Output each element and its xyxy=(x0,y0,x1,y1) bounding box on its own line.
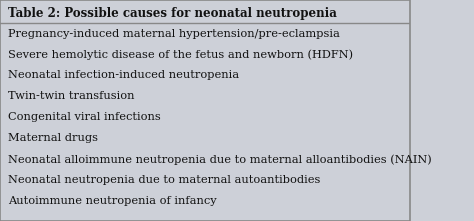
Text: Neonatal infection-induced neutropenia: Neonatal infection-induced neutropenia xyxy=(8,70,239,80)
Text: Twin-twin transfusion: Twin-twin transfusion xyxy=(8,91,135,101)
Text: Table 2: Possible causes for neonatal neutropenia: Table 2: Possible causes for neonatal ne… xyxy=(8,7,337,20)
Text: Congenital viral infections: Congenital viral infections xyxy=(8,112,161,122)
FancyBboxPatch shape xyxy=(0,0,410,221)
Text: Neonatal neutropenia due to maternal autoantibodies: Neonatal neutropenia due to maternal aut… xyxy=(8,175,320,185)
Text: Autoimmune neutropenia of infancy: Autoimmune neutropenia of infancy xyxy=(8,196,217,206)
Text: Pregnancy-induced maternal hypertension/pre-eclampsia: Pregnancy-induced maternal hypertension/… xyxy=(8,29,340,39)
Text: Maternal drugs: Maternal drugs xyxy=(8,133,98,143)
Text: Neonatal alloimmune neutropenia due to maternal alloantibodies (NAIN): Neonatal alloimmune neutropenia due to m… xyxy=(8,154,432,164)
Text: Severe hemolytic disease of the fetus and newborn (HDFN): Severe hemolytic disease of the fetus an… xyxy=(8,50,353,60)
